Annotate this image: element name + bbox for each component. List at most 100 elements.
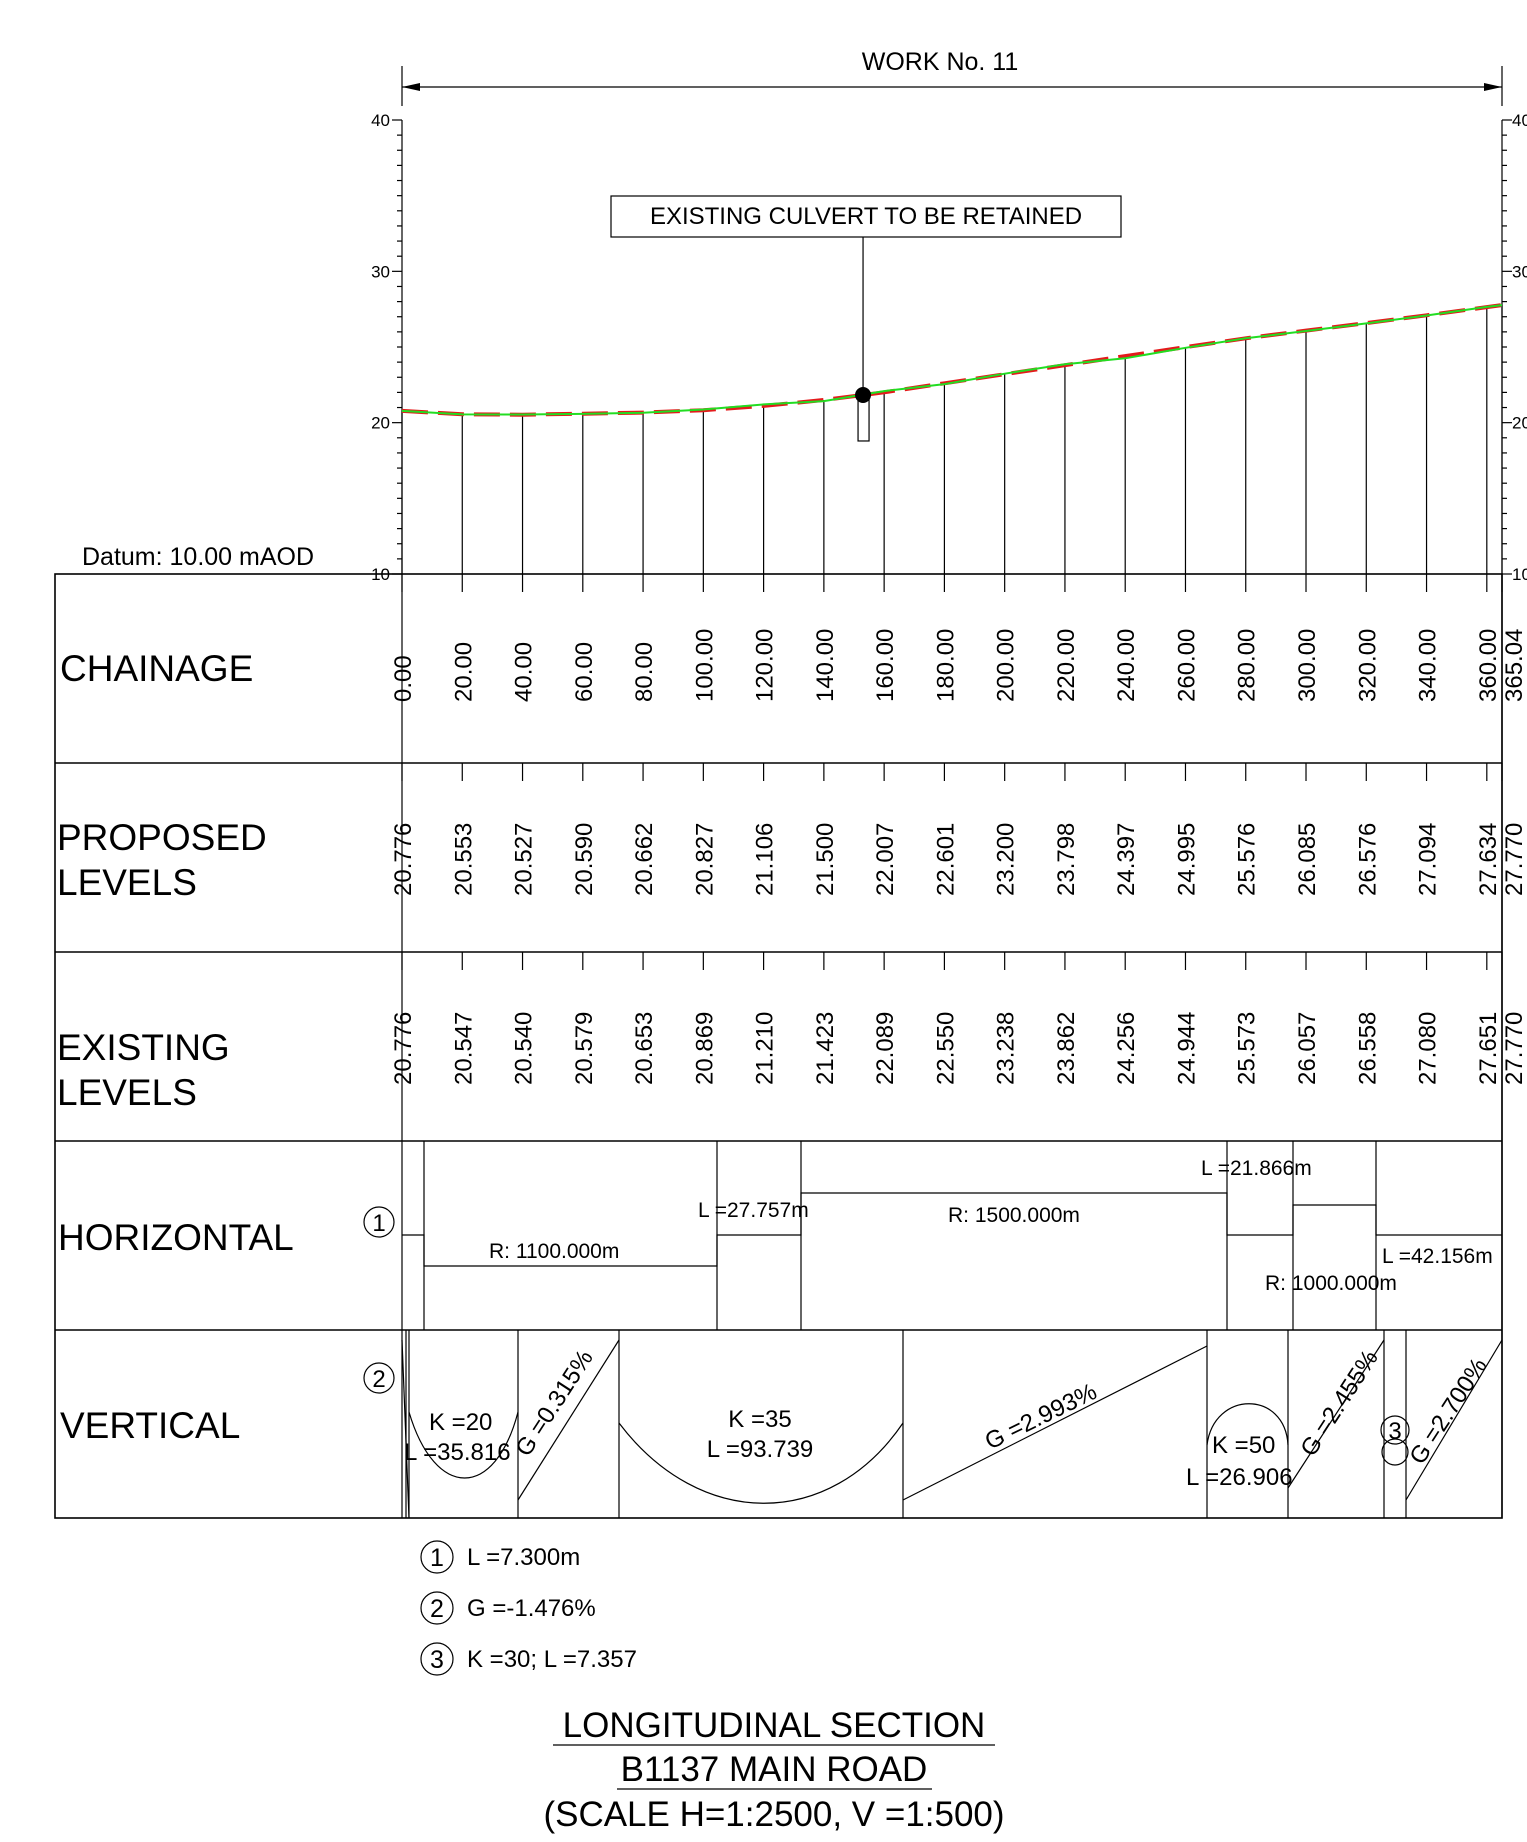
existing-level-label: 20.579 (571, 1012, 598, 1085)
chainage-label: 260.00 (1173, 629, 1200, 702)
proposed-level-label: 26.576 (1354, 823, 1381, 896)
existing-level-label: 20.776 (390, 1012, 417, 1085)
chainage-label: 0.00 (390, 655, 417, 702)
chainage-band-title: CHAINAGE (60, 648, 253, 689)
chainage-label: 160.00 (872, 629, 899, 702)
culvert-symbol (857, 398, 870, 442)
proposed-level-label: 27.770 (1501, 823, 1527, 896)
work-dimension: WORK No. 11 (401, 48, 1503, 106)
vertical-k35: K =35 (728, 1406, 791, 1433)
existing-level-label: 26.057 (1294, 1012, 1321, 1085)
proposed-level-label: 20.776 (390, 823, 417, 896)
vertical-g2455: G =2.455% (1295, 1345, 1383, 1461)
svg-text:3: 3 (1388, 1418, 1401, 1445)
chainage-label: 180.00 (932, 629, 959, 702)
existing-level-label: 24.944 (1173, 1012, 1200, 1085)
vertical-l35816: L =35.816 (404, 1439, 511, 1466)
existing-level-label: 27.770 (1501, 1012, 1527, 1085)
existing-level-label: 26.558 (1354, 1012, 1381, 1085)
existing-level-label: 27.080 (1415, 1012, 1442, 1085)
level-tick-label: 30 (371, 262, 390, 281)
vertical-g2700: G =2.700% (1404, 1353, 1492, 1469)
note-1-text: L =7.300m (467, 1544, 580, 1571)
proposed-level-label: 24.397 (1113, 823, 1140, 896)
existing-level-label: 27.651 (1475, 1012, 1502, 1085)
existing-level-label: 22.089 (872, 1012, 899, 1085)
note-2-text: G =-1.476% (467, 1595, 596, 1622)
level-tick-label: 40 (371, 111, 390, 130)
horizontal-band-title: HORIZONTAL (58, 1217, 294, 1258)
horizontal-length-21866: L =21.866m (1201, 1157, 1312, 1180)
note-3: 3 K =30; L =7.357 (420, 1642, 637, 1676)
note-1: 1 L =7.300m (420, 1540, 580, 1574)
chainage-label: 20.00 (450, 642, 477, 702)
proposed-level-label: 27.634 (1475, 823, 1502, 896)
proposed-level-label: 22.007 (872, 823, 899, 896)
vertical-band-title: VERTICAL (60, 1405, 240, 1446)
datum-label: Datum: 10.00 mAOD (82, 543, 314, 571)
chainage-label: 100.00 (691, 629, 718, 702)
existing-level-label: 23.238 (993, 1012, 1020, 1085)
work-label: WORK No. 11 (862, 48, 1019, 76)
proposed-level-label: 22.601 (932, 823, 959, 896)
note-3-number: 3 (430, 1646, 444, 1674)
chainage-label: 340.00 (1415, 629, 1442, 702)
existing-level-label: 22.550 (932, 1012, 959, 1085)
vertical-l93739: L =93.739 (707, 1436, 814, 1463)
horizontal-note-marker-1: 1 (363, 1206, 395, 1238)
proposed-level-label: 21.500 (812, 823, 839, 896)
existing-level-label: 21.423 (812, 1012, 839, 1085)
proposed-level-label: 24.995 (1173, 823, 1200, 896)
horizontal-radius-1000: R: 1000.000m (1265, 1272, 1397, 1295)
proposed-level-label: 23.798 (1053, 823, 1080, 896)
svg-text:1: 1 (372, 1210, 385, 1237)
profile-frame: 10 20 30 40 10 20 30 40 (371, 111, 1527, 1518)
existing-level-label: 20.869 (691, 1012, 718, 1085)
proposed-level-label: 20.590 (571, 823, 598, 896)
chainage-label: 220.00 (1053, 629, 1080, 702)
note-2-number: 2 (430, 1595, 444, 1623)
level-tick-label: 10 (1512, 565, 1527, 584)
svg-text:2: 2 (372, 1366, 385, 1393)
existing-level-label: 20.547 (450, 1012, 477, 1085)
proposed-level-label: 27.094 (1415, 823, 1442, 896)
vertical-g0315: G =0.315% (510, 1345, 598, 1461)
vertical-alignment: 2 3 K =20 L =35.816 G =0.315% K =35 L =9… (363, 1330, 1503, 1519)
chainage-label: 200.00 (993, 629, 1020, 702)
level-tick-label: 20 (371, 414, 390, 433)
existing-band-title-1: EXISTING (57, 1027, 230, 1068)
chainage-label: 80.00 (631, 642, 658, 702)
note-1-number: 1 (430, 1544, 444, 1572)
proposed-level-label: 25.576 (1234, 823, 1261, 896)
note-3-text: K =30; L =7.357 (467, 1646, 637, 1673)
chainage-label: 40.00 (511, 642, 538, 702)
proposed-level-label: 21.106 (752, 823, 779, 896)
existing-level-label: 25.573 (1234, 1012, 1261, 1085)
existing-level-label: 24.256 (1113, 1012, 1140, 1085)
existing-level-label: 20.540 (511, 1012, 538, 1085)
chainage-label: 280.00 (1234, 629, 1261, 702)
horizontal-radius-1500: R: 1500.000m (948, 1204, 1080, 1227)
existing-level-label: 23.862 (1053, 1012, 1080, 1085)
note-2: 2 G =-1.476% (420, 1591, 596, 1625)
notes: 1 L =7.300m 2 G =-1.476% 3 K =30; L =7.3… (420, 1540, 637, 1676)
title-block: LONGITUDINAL SECTION B1137 MAIN ROAD (SC… (543, 1706, 1004, 1834)
proposed-levels-line (401, 303, 1503, 417)
proposed-level-label: 20.553 (450, 823, 477, 896)
existing-level-label: 20.653 (631, 1012, 658, 1085)
proposed-level-label: 23.200 (993, 823, 1020, 896)
title-line-3: (SCALE H=1:2500, V =1:500) (543, 1795, 1004, 1834)
chainage-label: 300.00 (1294, 629, 1321, 702)
horizontal-alignment: 1 R: 1100.000m L =27.757m R: 1500.000m L… (363, 1141, 1502, 1330)
horizontal-length-27757: L =27.757m (698, 1199, 809, 1222)
culvert-callout-text: EXISTING CULVERT TO BE RETAINED (650, 203, 1082, 230)
title-line-1: LONGITUDINAL SECTION (563, 1706, 986, 1745)
existing-band-title-2: LEVELS (57, 1072, 197, 1113)
culvert-callout-box (610, 195, 1122, 238)
chainage-label: 60.00 (571, 642, 598, 702)
horizontal-length-42156: L =42.156m (1382, 1245, 1493, 1268)
existing-levels-line (401, 304, 1503, 416)
data-band-table: CHAINAGE PROPOSED LEVELS EXISTING LEVELS… (54, 573, 1503, 1519)
